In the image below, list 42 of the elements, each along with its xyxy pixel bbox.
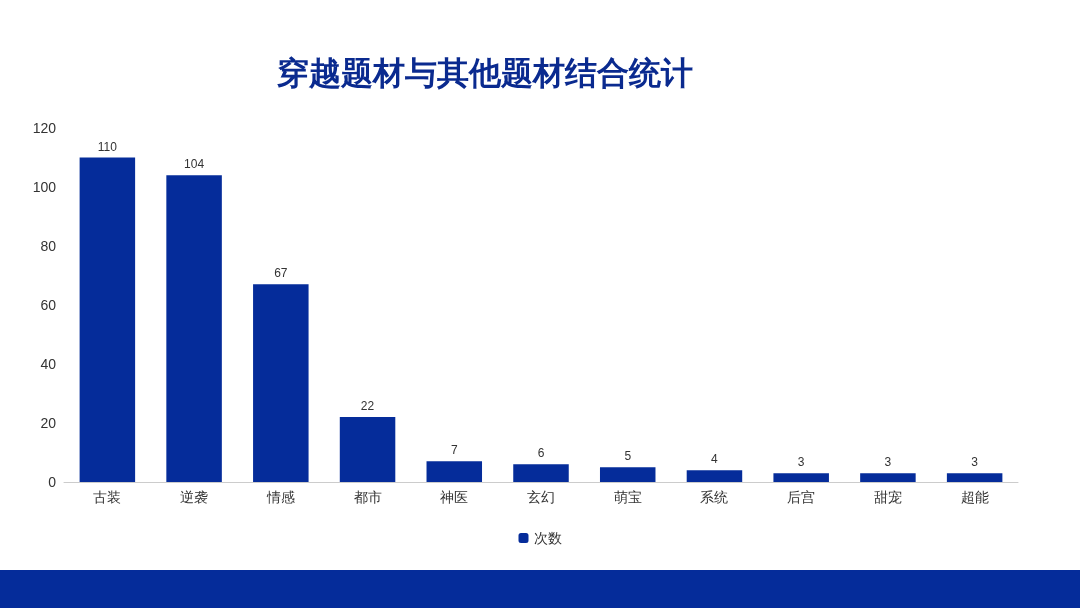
y-tick-label: 60 — [40, 297, 57, 313]
x-tick-label: 萌宝 — [613, 489, 642, 505]
bar — [773, 473, 829, 482]
bar — [79, 157, 136, 482]
bar — [946, 473, 1003, 482]
data-label: 3 — [797, 455, 805, 470]
x-tick-label: 超能 — [960, 489, 989, 505]
data-label: 22 — [360, 399, 375, 414]
x-tick-label: 甜宠 — [873, 489, 902, 505]
x-tick-label: 后宫 — [787, 489, 816, 505]
x-tick-label: 系统 — [700, 489, 729, 505]
y-tick-label: 0 — [48, 474, 57, 490]
data-label: 3 — [971, 455, 979, 470]
bar — [513, 464, 569, 482]
y-tick-label: 100 — [32, 179, 57, 195]
data-label: 3 — [884, 455, 892, 470]
data-label: 110 — [97, 139, 118, 154]
data-label: 67 — [274, 266, 288, 281]
bar — [599, 467, 656, 482]
y-tick-label: 20 — [40, 415, 57, 431]
y-tick-label: 120 — [32, 120, 57, 136]
bar — [426, 461, 483, 482]
data-label: 4 — [711, 452, 719, 467]
chart-title: 穿越题材与其他题材结合统计 — [277, 54, 693, 92]
x-tick-label: 神医 — [440, 489, 469, 505]
legend-label: 次数 — [533, 530, 562, 546]
data-label: 104 — [184, 157, 205, 172]
x-tick-label: 玄幻 — [527, 489, 555, 505]
data-label: 7 — [450, 443, 458, 458]
x-tick-label: 逆袭 — [180, 489, 209, 505]
x-tick-label: 古装 — [93, 489, 122, 505]
bar — [253, 284, 309, 482]
y-tick-label: 40 — [40, 356, 57, 372]
x-tick-label: 都市 — [353, 489, 382, 505]
bar — [860, 473, 916, 482]
y-tick-label: 80 — [40, 238, 57, 254]
bar — [686, 470, 743, 482]
bar — [339, 417, 396, 482]
bar — [166, 175, 222, 482]
data-label: 5 — [624, 449, 632, 464]
x-tick-label: 情感 — [265, 489, 295, 505]
data-label: 6 — [537, 446, 545, 461]
